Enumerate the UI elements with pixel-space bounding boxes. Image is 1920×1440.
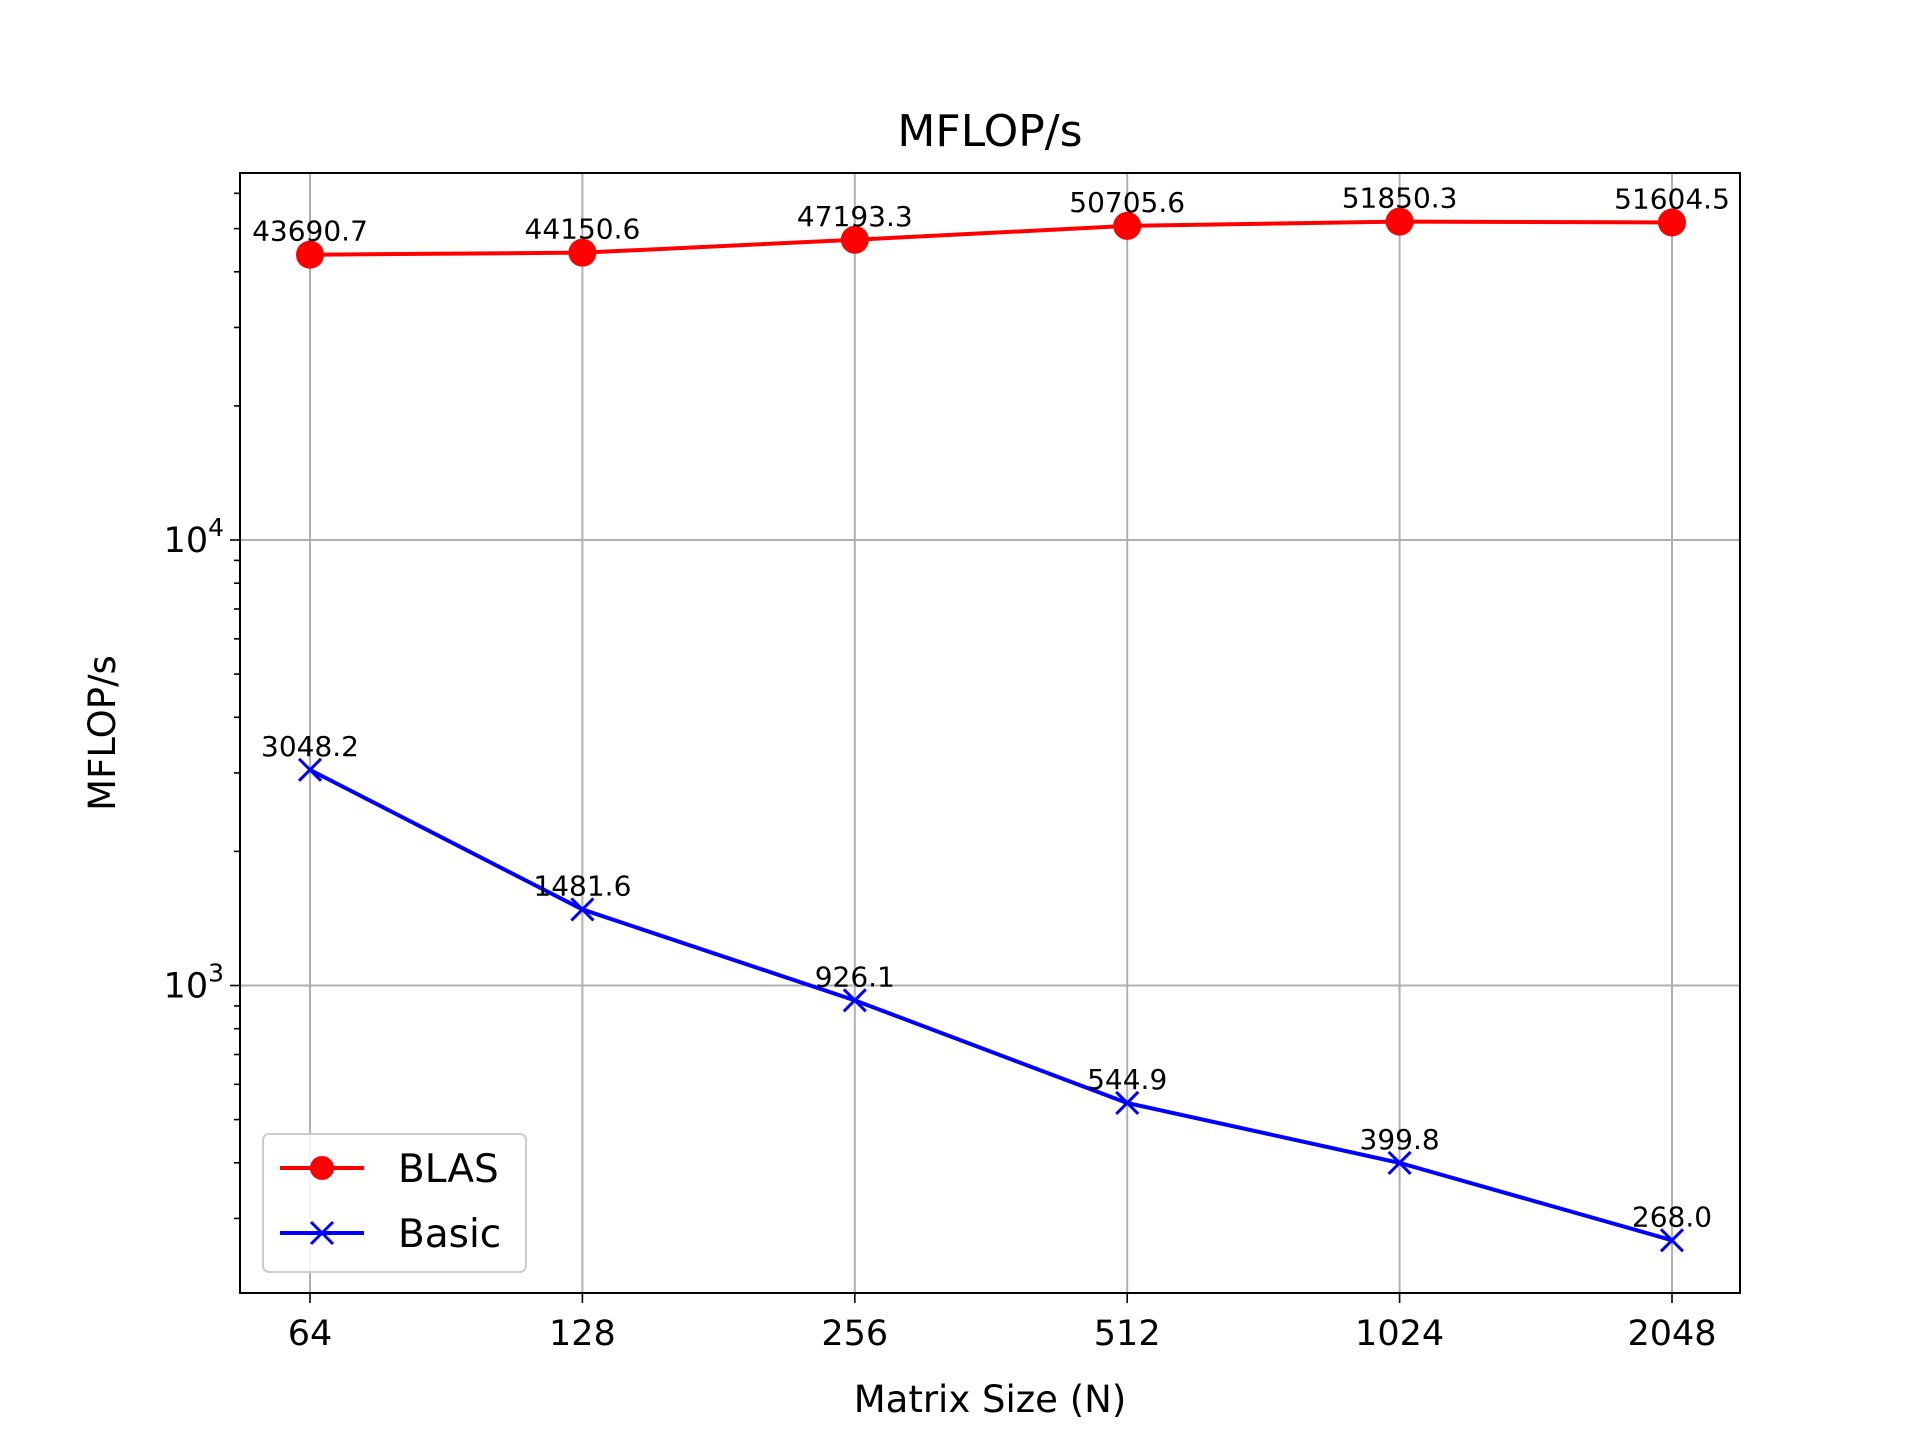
y-axis-title: MFLOP/s [81,655,124,811]
data-point-blas [1385,207,1414,236]
data-label-basic: 1481.6 [533,869,631,902]
series-layer: 43690.7 44150.6 47193.3 50705.6 51850.3 51604… [252,182,1730,1253]
data-point-basic [1115,1090,1140,1116]
chart-title: MFLOP/s [897,106,1082,157]
data-point-blas [568,238,597,267]
data-label-basic: 268.0 [1632,1200,1712,1233]
y-tick-label: 103 [164,959,224,1007]
data-label-blas: 43690.7 [252,215,368,248]
data-point-basic [570,897,595,922]
data-point-blas [1658,208,1686,237]
data-label-blas: 50705.6 [1069,186,1185,219]
x-tick-label: 1024 [1355,1314,1444,1354]
x-tick-label: 512 [1094,1314,1161,1354]
data-point-basic [1387,1150,1412,1175]
axes-layer: 64 128 256 512 1024 2048 103 104 [164,192,1717,1354]
legend: BLAS Basic [262,1133,527,1273]
x-tick-label: 128 [549,1314,616,1354]
x-tick-label: 256 [821,1314,888,1354]
x-tick-label: 2048 [1627,1314,1716,1354]
data-label-blas: 51850.3 [1342,182,1458,215]
data-label-blas: 47193.3 [797,200,913,233]
x-axis-title: Matrix Size (N) [854,1378,1127,1421]
legend-label-blas: BLAS [398,1147,499,1192]
data-point-blas [296,240,324,269]
data-label-basic: 3048.2 [261,730,359,763]
data-point-blas [1113,211,1142,240]
legend-marker-blas [310,1156,334,1180]
plot-frame [239,172,1741,1294]
data-label-basic: 544.9 [1087,1063,1167,1096]
series-line-blas [309,219,1673,257]
grid-layer [240,173,1740,1293]
data-label-blas: 51604.5 [1614,182,1730,215]
data-label-basic: 399.8 [1360,1123,1440,1156]
data-point-blas [840,225,869,254]
x-tick-label: 64 [288,1314,333,1354]
data-point-basic [1659,1228,1685,1253]
data-label-blas: 44150.6 [525,213,641,246]
series-line-basic [309,768,1673,1243]
y-tick-label: 104 [164,513,224,561]
legend-label-basic: Basic [398,1212,501,1257]
legend-marker-basic [309,1220,335,1246]
data-point-basic [297,757,323,782]
data-label-basic: 926.1 [815,960,895,993]
data-point-basic [842,988,867,1013]
